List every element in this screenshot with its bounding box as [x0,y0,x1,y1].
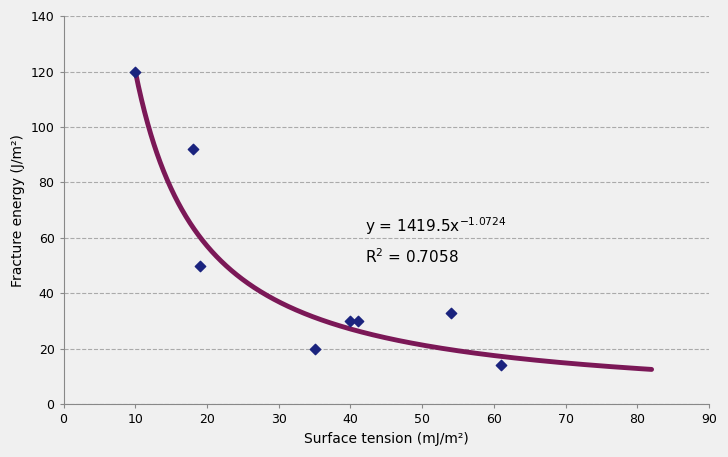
X-axis label: Surface tension (mJ/m²): Surface tension (mJ/m²) [304,432,469,446]
Point [309,345,320,352]
Point [187,145,199,153]
Point [352,318,363,325]
Point [194,262,205,269]
Text: y = 1419.5x$^{-1.0724}$
R$^{2}$ = 0.7058: y = 1419.5x$^{-1.0724}$ R$^{2}$ = 0.7058 [365,216,507,266]
Point [445,309,456,316]
Point [495,362,507,369]
Point [130,68,141,75]
Point [344,318,356,325]
Y-axis label: Fracture energy (J/m²): Fracture energy (J/m²) [11,134,25,287]
